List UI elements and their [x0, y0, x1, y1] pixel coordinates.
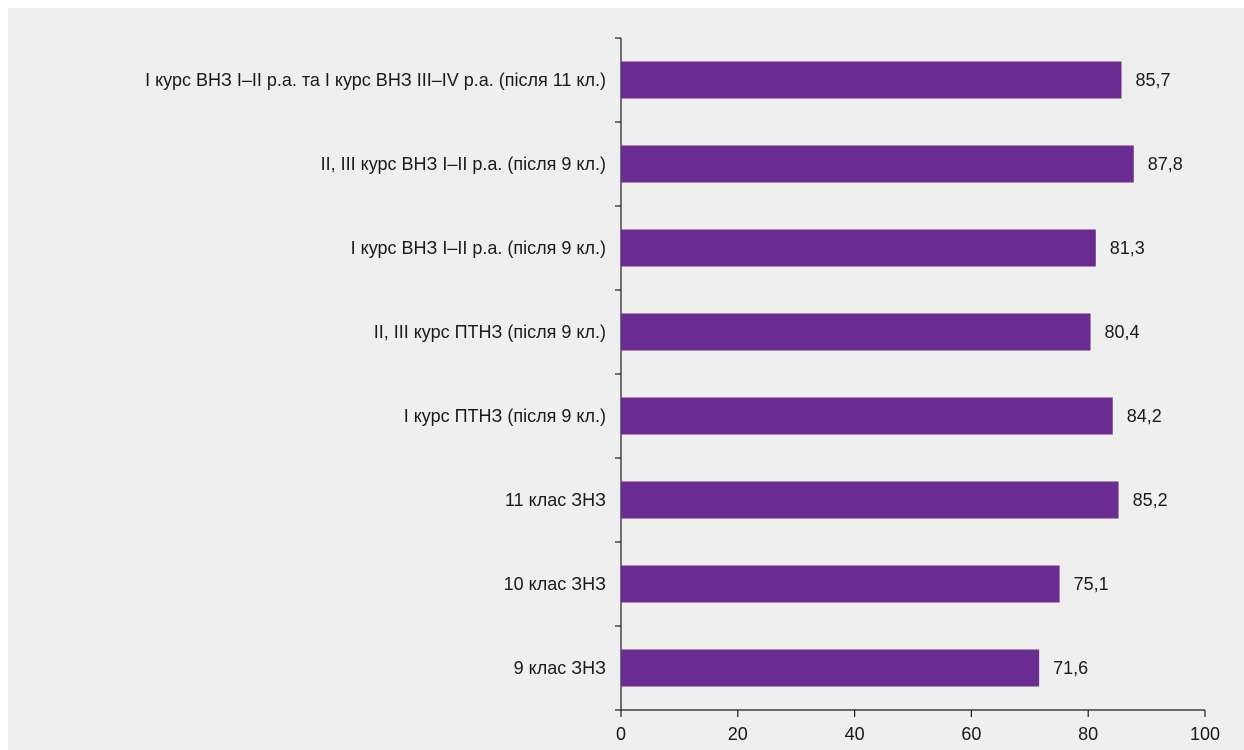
x-tick-label: 20	[728, 724, 748, 744]
value-label: 85,7	[1135, 70, 1170, 90]
category-label: 10 клас ЗНЗ	[504, 574, 606, 594]
x-tick-label: 40	[845, 724, 865, 744]
axes	[615, 37, 1206, 717]
bar-chart: 0 20 40 60 80 100 І курс ВНЗ І–ІІ р.а. та І ку…	[145, 37, 1220, 744]
bar	[621, 649, 1040, 687]
x-tick-label: 60	[961, 724, 981, 744]
category-label: І курс ВНЗ І–ІІ р.а. (після 9 кл.)	[351, 238, 606, 258]
bar	[621, 145, 1134, 183]
bar	[621, 229, 1096, 267]
bars	[621, 61, 1134, 687]
bar	[621, 397, 1113, 435]
category-label: ІІ, ІІІ курс ВНЗ І–ІІ р.а. (після 9 кл.)	[321, 154, 606, 174]
value-label: 80,4	[1105, 322, 1140, 342]
value-label: 85,2	[1133, 490, 1168, 510]
category-label: І курс ВНЗ І–ІІ р.а. та І курс ВНЗ ІІІ–I…	[145, 70, 606, 90]
x-tick-label: 100	[1190, 724, 1220, 744]
bar	[621, 61, 1122, 99]
chart-panel: 0 20 40 60 80 100 І курс ВНЗ І–ІІ р.а. та І ку…	[8, 8, 1244, 750]
bar	[621, 565, 1060, 603]
value-label: 84,2	[1127, 406, 1162, 426]
value-label: 87,8	[1148, 154, 1183, 174]
category-label: 9 клас ЗНЗ	[514, 658, 606, 678]
x-tick-label: 0	[616, 724, 626, 744]
category-label: ІІ, ІІІ курс ПТНЗ (після 9 кл.)	[374, 322, 606, 342]
value-label: 71,6	[1053, 658, 1088, 678]
value-label: 75,1	[1074, 574, 1109, 594]
bar	[621, 481, 1119, 519]
category-label: 11 клас ЗНЗ	[505, 490, 606, 510]
value-label: 81,3	[1110, 238, 1145, 258]
x-tick-label: 80	[1078, 724, 1098, 744]
category-label: І курс ПТНЗ (після 9 кл.)	[404, 406, 606, 426]
bar	[621, 313, 1091, 351]
labels: 0 20 40 60 80 100 І курс ВНЗ І–ІІ р.а. та І ку…	[145, 70, 1220, 744]
